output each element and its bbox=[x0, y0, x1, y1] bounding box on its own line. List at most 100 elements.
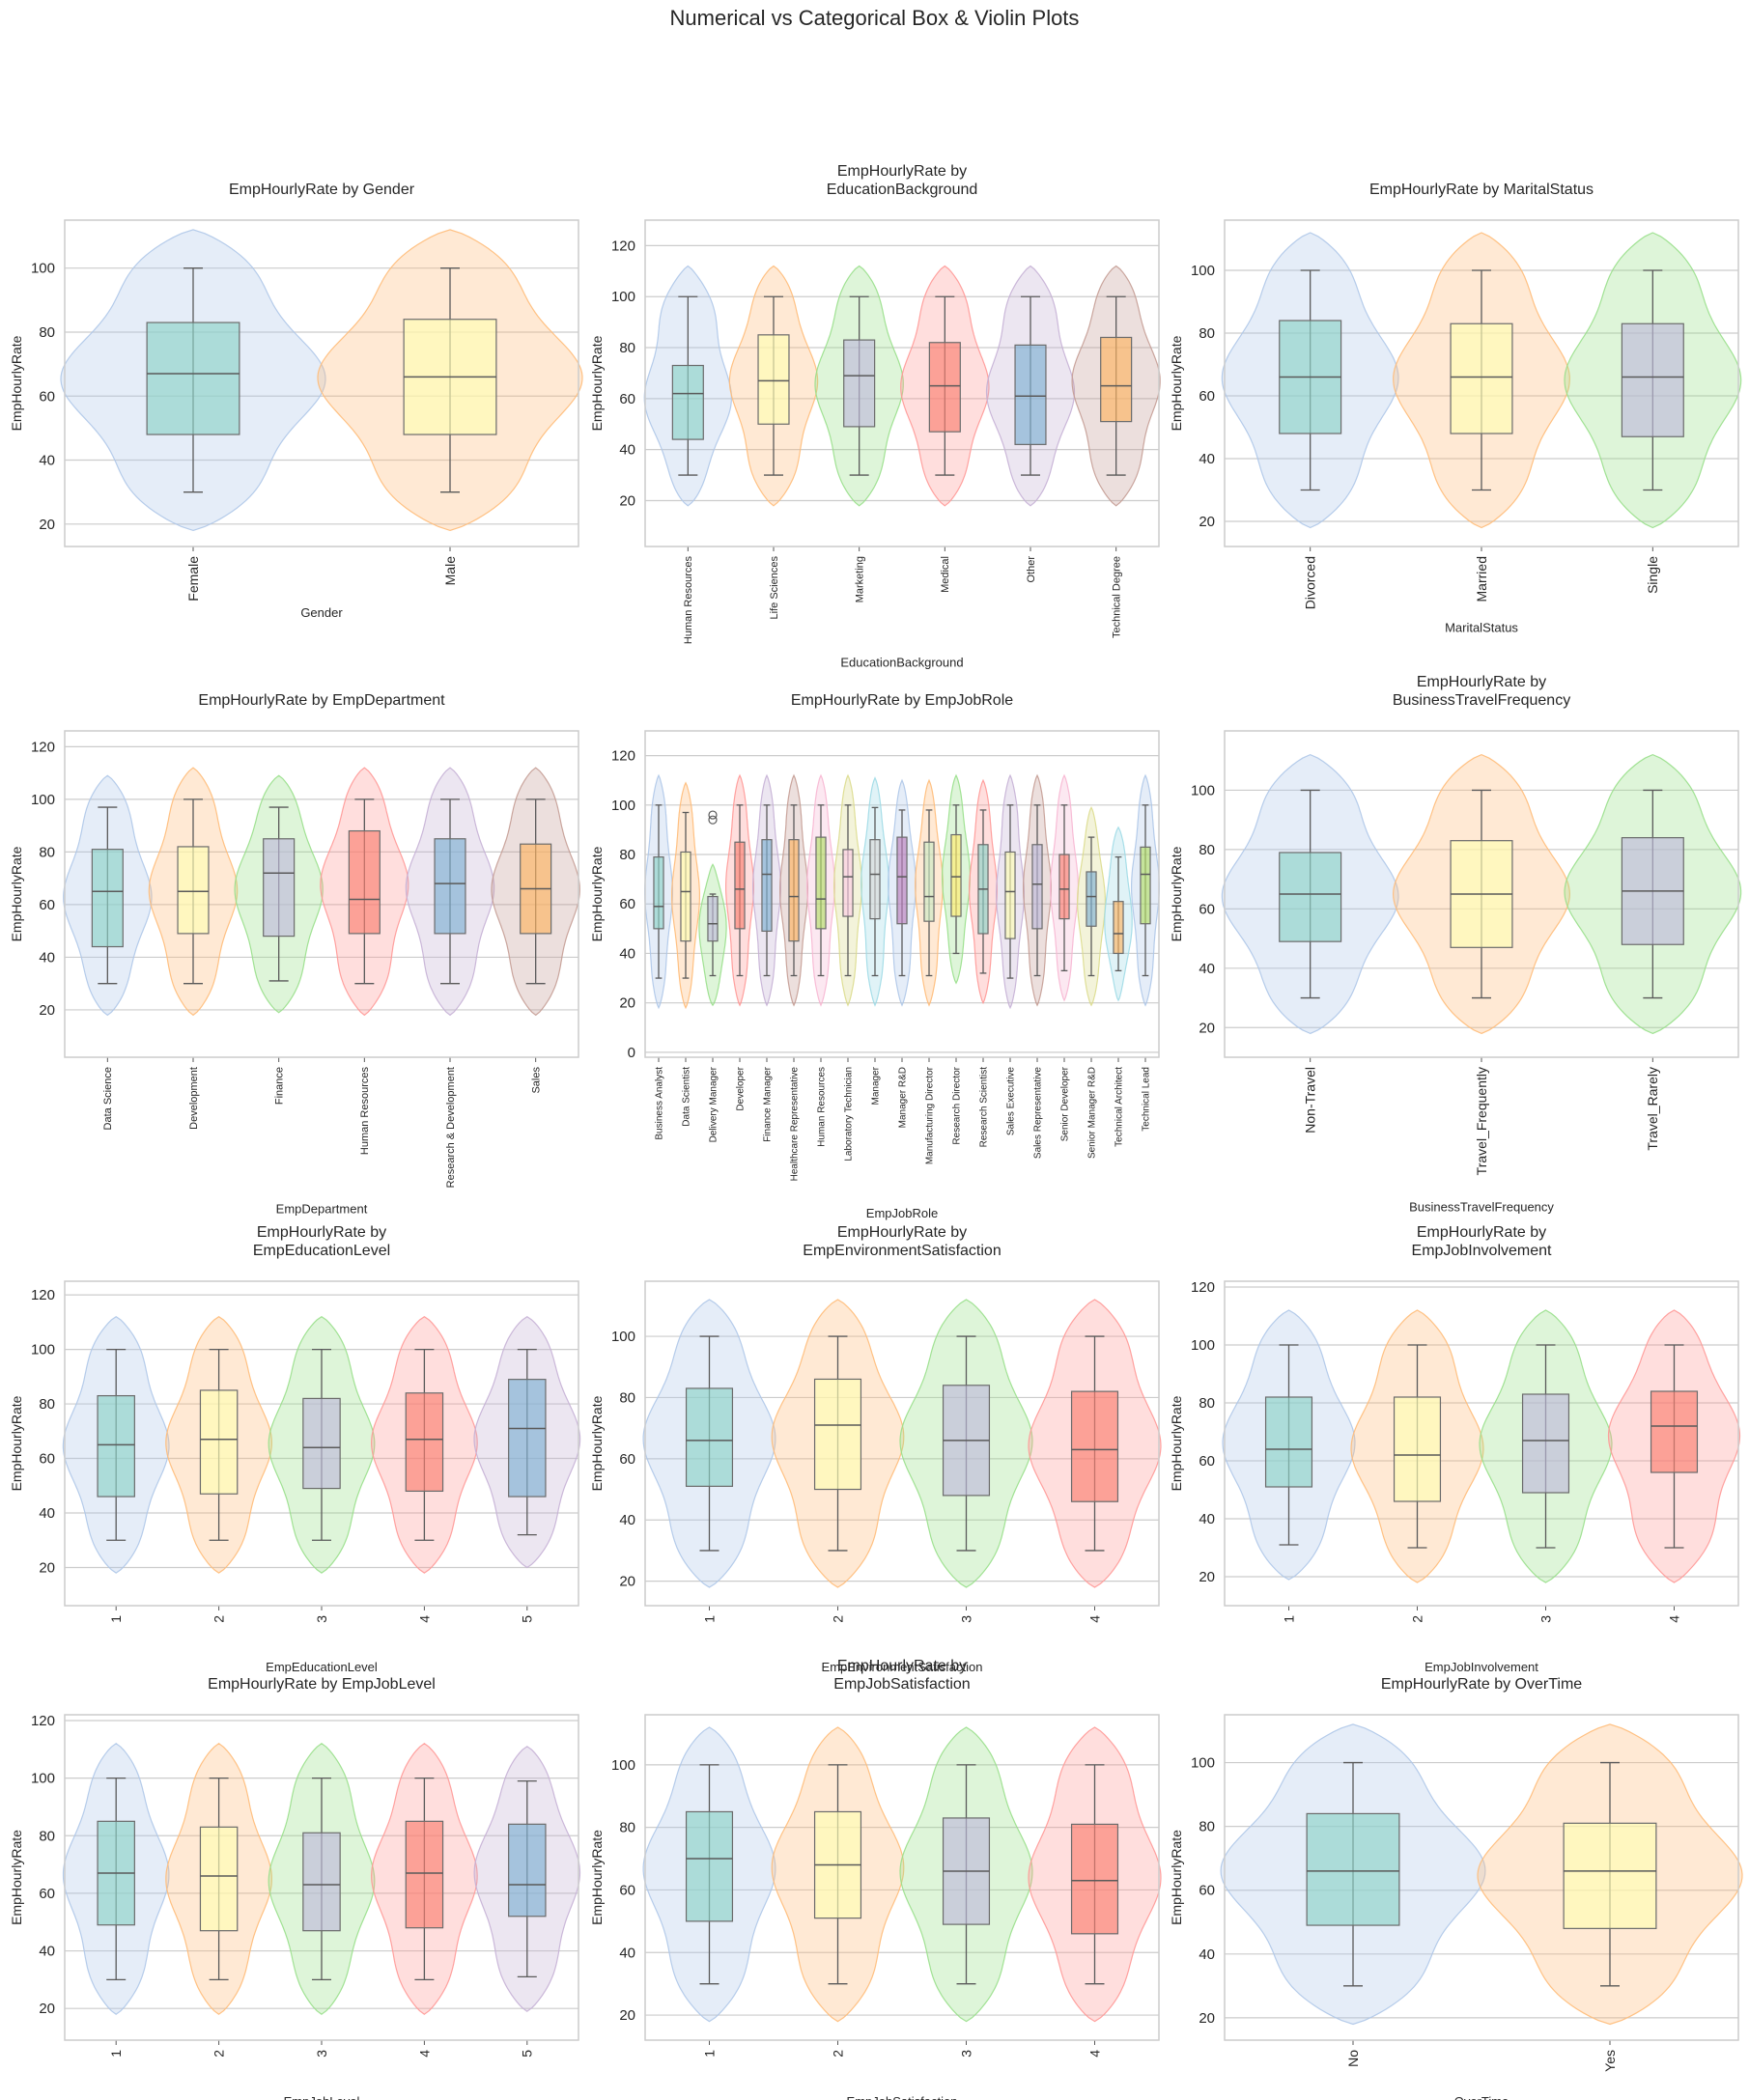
x-tick-label: Human Resources bbox=[359, 1067, 371, 1156]
box-Manufacturing Director bbox=[923, 841, 935, 922]
y-tick-label: 40 bbox=[39, 1505, 55, 1522]
box-1 bbox=[97, 1394, 135, 1498]
y-axis-label: EmpHourlyRate bbox=[9, 335, 24, 431]
violin-Research & Development bbox=[405, 767, 495, 1017]
violin-Manager R&D bbox=[888, 778, 917, 1007]
box-3 bbox=[942, 1385, 991, 1497]
x-tick-label: 2 bbox=[212, 1615, 227, 1623]
y-tick-label: 40 bbox=[619, 1512, 635, 1528]
y-tick-label: 100 bbox=[611, 289, 635, 305]
x-tick-label: Non-Travel bbox=[1303, 1067, 1318, 1134]
box-Sales Representative bbox=[1031, 844, 1043, 930]
y-tick-label: 100 bbox=[611, 798, 635, 814]
x-axis-label: OverTime bbox=[1454, 2094, 1509, 2100]
y-tick-label: 60 bbox=[1199, 1453, 1215, 1470]
x-tick-label: Human Resources bbox=[683, 556, 694, 645]
violin-Finance Manager bbox=[751, 773, 782, 1007]
box-Sales Executive bbox=[1004, 851, 1016, 939]
y-tick-label: 80 bbox=[619, 1389, 635, 1406]
y-axis-label: EmpHourlyRate bbox=[589, 335, 605, 431]
box-3 bbox=[1521, 1393, 1570, 1494]
box-Male bbox=[403, 319, 497, 435]
x-tick-label: Sales Representative bbox=[1033, 1067, 1044, 1159]
y-tick-label: 60 bbox=[39, 1451, 55, 1468]
violin-1 bbox=[642, 1299, 776, 1588]
violin-Healthcare Representative bbox=[778, 773, 809, 1007]
y-tick-label: 20 bbox=[619, 492, 635, 509]
x-tick-label: Single bbox=[1645, 556, 1660, 594]
y-tick-label: 20 bbox=[39, 2001, 55, 2017]
plot-frame bbox=[644, 1714, 1160, 2041]
y-tick-label: 100 bbox=[31, 261, 55, 277]
box-Sales bbox=[520, 843, 552, 935]
plot-frame bbox=[644, 1280, 1160, 1607]
x-tick-label: Sales Executive bbox=[1006, 1067, 1017, 1136]
y-tick-label: 20 bbox=[1199, 1020, 1215, 1036]
plot-frame bbox=[64, 1714, 579, 2041]
panel-title: EmpHourlyRate by EmpJobSatisfaction bbox=[833, 1658, 971, 1693]
x-tick-label: 3 bbox=[1537, 1615, 1553, 1623]
y-tick-label: 40 bbox=[619, 1945, 635, 1961]
y-tick-label: 80 bbox=[1199, 842, 1215, 858]
box-Research Director bbox=[950, 833, 962, 917]
violin-3 bbox=[1479, 1309, 1613, 1583]
x-tick-label: Human Resources bbox=[817, 1067, 828, 1147]
violin-Male bbox=[317, 229, 583, 532]
box-Senior Developer bbox=[1058, 854, 1070, 920]
x-tick-label: Medical bbox=[940, 556, 951, 593]
violin-2 bbox=[1350, 1309, 1484, 1583]
x-tick-label: Technical Architect bbox=[1114, 1067, 1125, 1147]
y-tick-label: 40 bbox=[39, 453, 55, 469]
violin-4 bbox=[1028, 1726, 1162, 2023]
y-tick-label: 80 bbox=[39, 324, 55, 341]
panel-title: EmpHourlyRate by Gender bbox=[228, 182, 415, 198]
y-tick-label: 20 bbox=[39, 1559, 55, 1576]
violin-Human Resources bbox=[805, 773, 836, 1007]
x-tick-label: Life Sciences bbox=[769, 556, 780, 620]
x-tick-label: Yes bbox=[1602, 2050, 1618, 2072]
x-tick-label: 1 bbox=[108, 2050, 124, 2058]
panel-title: EmpHourlyRate by EducationBackground bbox=[826, 163, 978, 198]
x-axis-label: MaritalStatus bbox=[1445, 621, 1518, 635]
x-axis-label: EmpDepartment bbox=[276, 1202, 368, 1217]
box-Medical bbox=[928, 342, 961, 433]
y-tick-label: 40 bbox=[1199, 1511, 1215, 1527]
violin-Research Director bbox=[941, 773, 972, 985]
x-tick-label: Senior Developer bbox=[1060, 1066, 1071, 1141]
box-Female bbox=[146, 322, 240, 435]
x-tick-label: 2 bbox=[830, 1615, 845, 1623]
violin-4 bbox=[371, 1315, 478, 1574]
box-4 bbox=[1070, 1823, 1119, 1935]
box-1 bbox=[685, 1387, 734, 1487]
violin-Sales Executive bbox=[995, 773, 1026, 1010]
box-No bbox=[1306, 1812, 1400, 1926]
x-tick-label: Research Scientist bbox=[979, 1067, 990, 1148]
violin-3 bbox=[268, 1743, 376, 2015]
violin-2 bbox=[165, 1743, 273, 2015]
x-tick-label: Other bbox=[1026, 556, 1037, 583]
violin-5 bbox=[473, 1315, 581, 1569]
y-tick-label: 120 bbox=[1191, 1279, 1215, 1296]
violin-Sales Representative bbox=[1022, 773, 1053, 1007]
x-axis-label: Gender bbox=[300, 605, 343, 620]
y-axis-label: EmpHourlyRate bbox=[1169, 846, 1184, 941]
box-Other bbox=[1014, 344, 1047, 445]
x-tick-label: Developer bbox=[736, 1066, 747, 1110]
x-tick-label: 5 bbox=[520, 2050, 535, 2058]
violin-Senior Manager R&D bbox=[1076, 806, 1107, 1007]
box-3 bbox=[942, 1817, 991, 1925]
box-3 bbox=[302, 1397, 341, 1490]
violin-Yes bbox=[1477, 1723, 1743, 2026]
box-2 bbox=[199, 1389, 239, 1495]
y-tick-label: 120 bbox=[31, 1287, 55, 1303]
x-tick-label: Technical Degree bbox=[1112, 556, 1123, 638]
violin-Finance bbox=[234, 774, 324, 1014]
y-tick-label: 20 bbox=[39, 1002, 55, 1019]
x-tick-label: 3 bbox=[314, 2050, 329, 2058]
x-tick-label: Married bbox=[1474, 556, 1489, 602]
box-Data Science bbox=[91, 849, 124, 948]
y-tick-label: 60 bbox=[619, 1882, 635, 1898]
